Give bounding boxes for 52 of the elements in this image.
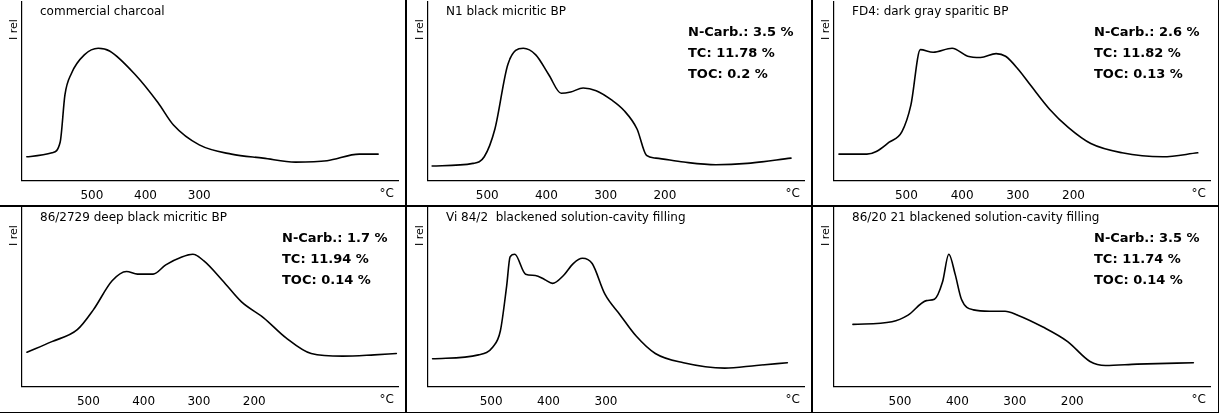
- y-axis-title: I rel: [412, 225, 426, 246]
- text: N-Carb.: 3.5 %: [688, 23, 794, 39]
- chart-title: commercial charcoal: [40, 4, 165, 19]
- chart-title: 86/20 21 blackened solution-cavity filling: [852, 210, 1100, 225]
- annotation: TOC: 0.2 %: [688, 65, 768, 81]
- annotation: TC: 11.78 %: [688, 44, 775, 60]
- chart-title: 86/2729 deep black micritic BP: [40, 210, 227, 225]
- x-tick-label: 200: [1060, 393, 1084, 408]
- chart-title: FD4: dark gray sparitic BP: [852, 4, 1009, 19]
- x-tick-label: 500: [479, 393, 503, 408]
- x-tick-label: 200: [242, 393, 266, 408]
- x-tick-label: 500: [76, 393, 100, 408]
- x-axis-title: °C: [1191, 392, 1206, 407]
- annotation: TC: 11.74 %: [1094, 250, 1181, 266]
- chart-title: N1 black micritic BP: [446, 4, 566, 19]
- x-tick-label: 500: [80, 187, 104, 202]
- x-tick-label: 400: [950, 187, 974, 202]
- annotation: TC: 11.94 %: [282, 250, 369, 266]
- text: N-Carb.: 2.6 %: [1094, 23, 1200, 39]
- text: N-Carb.: 1.7 %: [282, 229, 388, 245]
- x-tick-label: 400: [537, 393, 560, 408]
- annotation: TOC: 0.14 %: [1094, 271, 1183, 287]
- x-tick-label: 400: [134, 187, 157, 202]
- x-tick-label: 200: [653, 187, 677, 202]
- x-tick-label: 300: [1003, 393, 1027, 408]
- annotation: TC: 11.82 %: [1094, 44, 1181, 60]
- chart-title: Vi 84/2 blackened solution-cavity filling: [446, 210, 686, 225]
- x-axis-title: °C: [785, 186, 800, 201]
- x-tick-label: 400: [132, 393, 156, 408]
- x-tick-label: 500: [888, 393, 912, 408]
- x-tick-label: 200: [1062, 187, 1085, 202]
- x-axis-title: °C: [785, 392, 800, 407]
- text: N-Carb.: 3.5 %: [1094, 229, 1200, 245]
- y-axis-title: I rel: [412, 19, 426, 40]
- x-tick-label: 300: [187, 187, 211, 202]
- x-tick-label: 400: [945, 393, 969, 408]
- x-axis-title: °C: [379, 186, 394, 201]
- annotation: TOC: 0.14 %: [282, 271, 371, 287]
- x-tick-label: 500: [894, 187, 918, 202]
- x-tick-label: 300: [187, 393, 211, 408]
- y-axis-title: I rel: [818, 19, 832, 40]
- x-tick-label: 300: [594, 187, 618, 202]
- x-tick-label: 300: [594, 393, 618, 408]
- x-tick-label: 400: [534, 187, 558, 202]
- y-axis-title: I rel: [6, 19, 20, 40]
- annotation: TOC: 0.13 %: [1094, 65, 1183, 81]
- x-axis-title: °C: [1191, 186, 1206, 201]
- y-axis-title: I rel: [6, 225, 20, 246]
- x-axis-title: °C: [379, 392, 394, 407]
- x-tick-label: 500: [475, 187, 499, 202]
- y-axis-title: I rel: [818, 225, 832, 246]
- x-tick-label: 300: [1006, 187, 1030, 202]
